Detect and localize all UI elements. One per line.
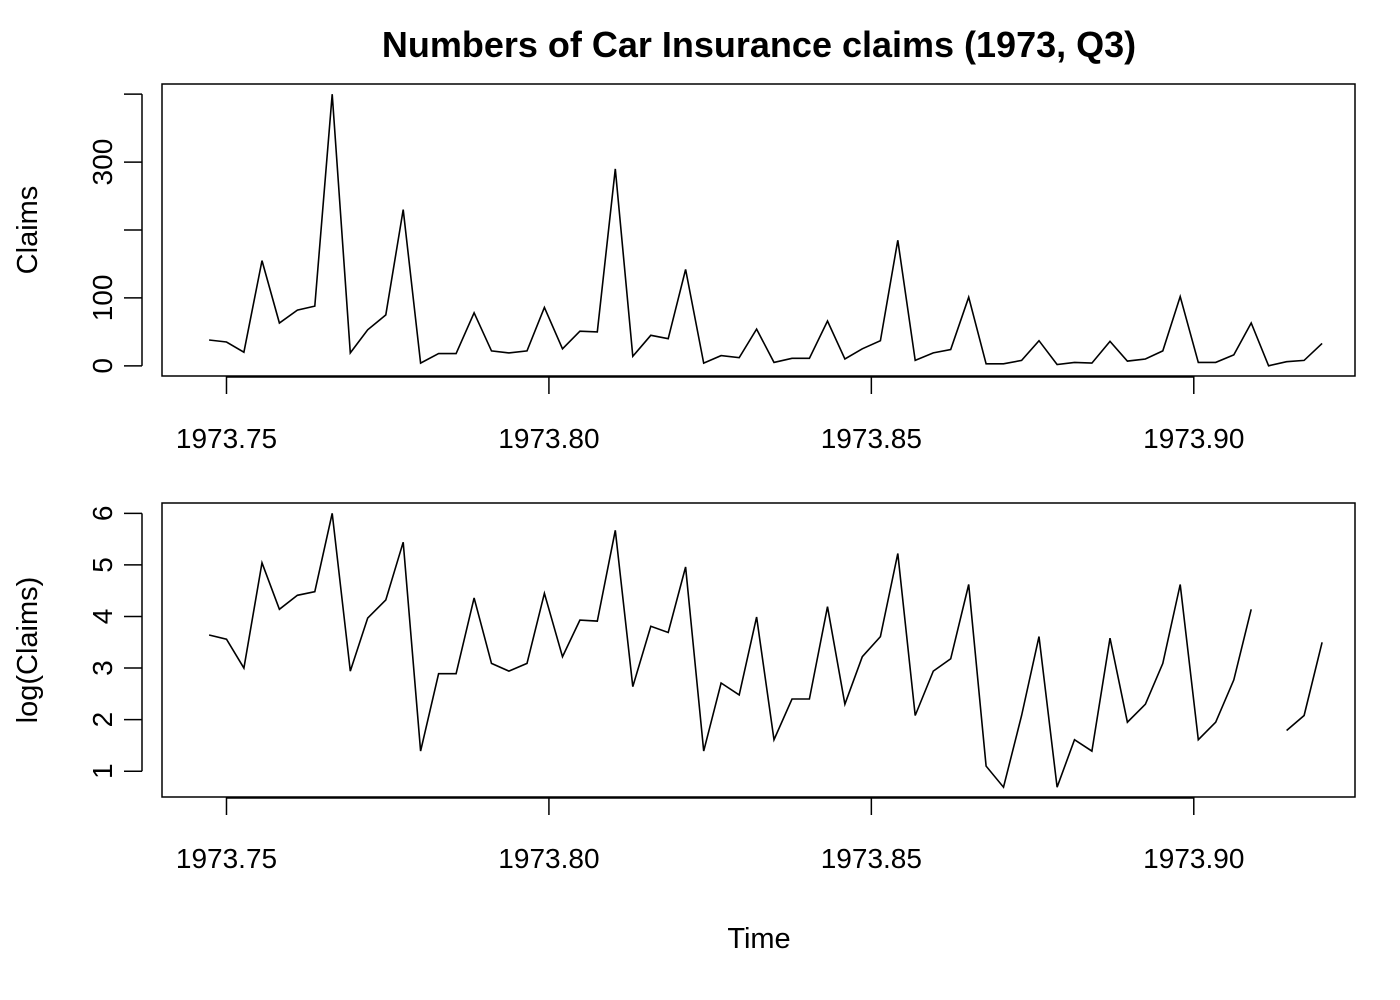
x-tick-label: 1973.75 (176, 423, 277, 454)
x-tick-label: 1973.90 (1143, 843, 1244, 874)
y-tick-label: 300 (87, 139, 118, 186)
y-tick-label: 4 (87, 609, 118, 625)
plot-frame (161, 83, 1356, 377)
y-tick-label: 3 (87, 660, 118, 676)
x-tick-label: 1973.75 (176, 843, 277, 874)
x-tick-label: 1973.85 (821, 843, 922, 874)
y-axis-label: log(Claims) (12, 577, 44, 724)
x-tick-label: 1973.80 (498, 423, 599, 454)
x-tick-label: 1973.80 (498, 843, 599, 874)
y-tick-label: 5 (87, 557, 118, 573)
series-line (208, 513, 1323, 789)
series-line (209, 94, 1323, 367)
chart-title: Numbers of Car Insurance claims (1973, Q… (382, 24, 1136, 65)
y-tick-label: 2 (87, 712, 118, 728)
x-tick-label: 1973.90 (1143, 423, 1244, 454)
y-tick-label: 100 (87, 275, 118, 322)
x-axis-label: Time (727, 923, 790, 955)
log-claims-panel: 1973.75 1973.80 1973.85 1973.90 1 2 3 4 5 6 log(Cl… (12, 502, 1356, 874)
y-tick-label: 6 (87, 506, 118, 522)
y-tick-label: 0 (87, 358, 118, 374)
y-tick-label: 1 (87, 763, 118, 779)
x-tick-label: 1973.85 (821, 423, 922, 454)
plot-frame (161, 502, 1356, 798)
claims-panel: 1973.75 1973.80 1973.85 1973.90 0 100 300 Claim… (12, 83, 1356, 454)
y-axis-label: Claims (12, 186, 44, 275)
